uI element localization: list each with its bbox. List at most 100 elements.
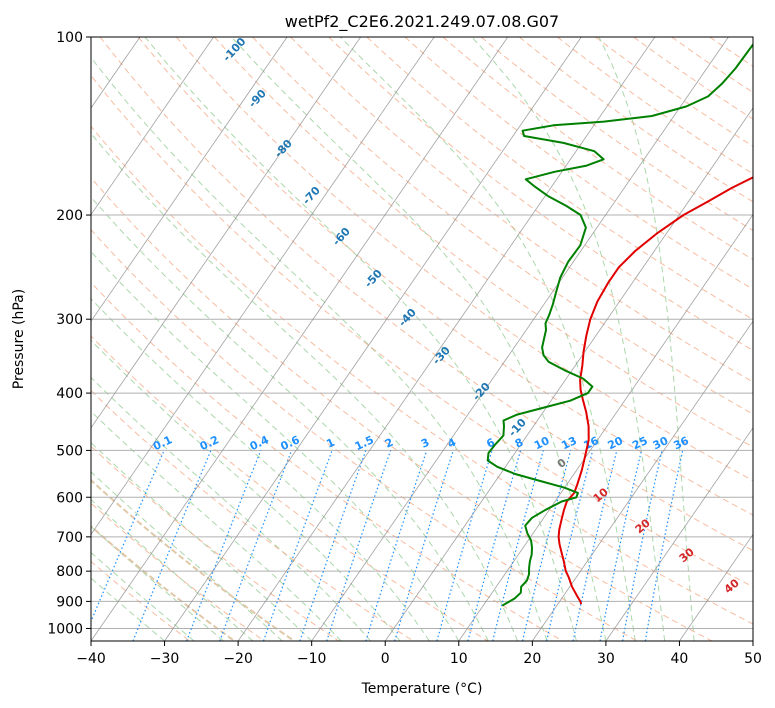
isotherm-line [91, 37, 361, 429]
mixing-ratio-line [436, 450, 493, 641]
isotherm-line [384, 107, 753, 641]
plot-frame [90, 36, 754, 642]
dry-adiabat-line [91, 74, 753, 588]
dry-adiabat-line [137, 37, 753, 516]
mixing-ratio-line [622, 450, 663, 641]
dry-adiabat-line [91, 502, 265, 641]
mixing-ratio-line [521, 450, 572, 641]
chart-title: wetPf2_C2E6.2021.249.07.08.G07 [285, 12, 559, 32]
dry-adiabat-line [91, 445, 340, 641]
moist-adiabat-line [91, 339, 401, 641]
moist-adiabat-line [144, 37, 577, 641]
mixing-ratio-label: 10 [532, 434, 552, 452]
y-tick-label: 100 [56, 30, 83, 46]
y-axis: 100 200 300 400 500 600 700 800 900 1000 [47, 30, 91, 637]
x-tick-label: −30 [150, 651, 180, 667]
isotherms [0, 37, 753, 641]
x-tick-label: 0 [381, 651, 390, 667]
plot-area: 0.1 0.2 0.4 0.6 1 1.5 2 3 4 6 8 10 13 16 20 25 30 36-100-… [0, 37, 753, 641]
mixing-ratio-label: 13 [559, 434, 578, 452]
isotherm-line [91, 37, 435, 536]
mixing-ratio-line [394, 450, 454, 641]
dry-adiabat-line [518, 37, 753, 203]
dry-adiabat-line [91, 229, 638, 641]
moist-adiabat-line [598, 37, 695, 641]
dry-adiabat-line [91, 560, 191, 641]
isotherm-line [679, 533, 753, 641]
dry-adiabat-line [91, 125, 753, 625]
temperature-profile-line [557, 176, 753, 605]
dry-adiabat-label: -80 [272, 137, 295, 161]
x-tick-label: 10 [450, 651, 468, 667]
moist-adiabat-line [91, 471, 283, 641]
isotherm-line [0, 37, 66, 641]
mixing-ratio-line [467, 450, 522, 641]
mixing-ratio-line [365, 450, 428, 641]
dry-adiabat-label: -30 [430, 344, 453, 368]
mixing-ratio-label: 16 [582, 434, 602, 452]
x-axis-title: Temperature (°C) [361, 681, 483, 697]
mixing-ratio-label: 30 [651, 434, 671, 452]
dry-adiabat-line [91, 177, 713, 641]
isotherm-line [91, 37, 509, 641]
mixing-ratio-label: 36 [672, 434, 692, 452]
moist-adiabat-line [91, 196, 489, 641]
moist-adiabat-line [339, 37, 636, 641]
dry-adiabat-label: -10 [506, 416, 529, 440]
dry-adiabat-line [404, 37, 753, 290]
x-tick-label: 50 [744, 651, 762, 667]
moist-adiabat-line [91, 376, 371, 641]
x-tick-label: −40 [76, 651, 106, 667]
moist-adiabat-label: 30 [677, 545, 697, 565]
mixing-ratio-line [91, 450, 165, 623]
isotherm-line [752, 640, 753, 641]
isotherm-line [532, 320, 753, 641]
y-tick-label: 800 [56, 564, 83, 580]
mixing-ratio-label: 3 [419, 436, 431, 451]
y-tick-label: 300 [56, 312, 83, 328]
x-tick-label: 30 [597, 651, 615, 667]
mixing-ratio-line [326, 450, 392, 641]
moist-adiabat-line [91, 577, 165, 641]
isotherm-line [91, 37, 288, 322]
pressure-gridlines [91, 37, 753, 629]
y-tick-label: 600 [56, 490, 83, 506]
mixing-ratio-line [492, 450, 544, 641]
dry-adiabat-line [595, 37, 753, 147]
mixing-ratio-label: 25 [630, 434, 649, 452]
dry-adiabat-line [91, 335, 489, 641]
isotherm-line [164, 37, 582, 641]
mixing-ratio-lines [91, 450, 684, 641]
x-axis: −40 −30 −20 −10 0 10 20 30 40 50 [76, 641, 762, 667]
dry-adiabat-line [480, 37, 753, 232]
dry-adiabat-line [99, 37, 753, 552]
x-tick-label: −20 [223, 651, 253, 667]
dry-adiabat-line [91, 389, 414, 641]
dry-adiabat-label: -40 [396, 306, 419, 330]
y-tick-label: 900 [56, 594, 83, 610]
dry-adiabat-line [91, 281, 563, 641]
moist-adiabat-line [471, 37, 666, 641]
dry-adiabat-line [557, 37, 753, 175]
dry-adiabat-line [252, 37, 753, 415]
y-tick-label: 1000 [47, 621, 83, 637]
mixing-ratio-label: 2 [383, 436, 395, 451]
moist-adiabats [91, 37, 695, 641]
isotherm-line [311, 37, 729, 641]
dry-adiabat-line [442, 37, 753, 261]
moist-adiabat-line [91, 297, 430, 641]
mixing-ratio-line [186, 450, 262, 641]
dry-adiabat-label: -90 [246, 87, 269, 111]
moist-adiabat-line [91, 525, 224, 641]
mixing-ratio-line [262, 450, 333, 641]
x-tick-label: −10 [297, 651, 327, 667]
mixing-ratio-line [546, 450, 594, 641]
moist-adiabat-line [91, 410, 342, 641]
y-axis-title: Pressure (hPa) [11, 289, 27, 389]
adiabat-labels: 0.1 0.2 0.4 0.6 1 1.5 2 3 4 6 8 10 13 16 20 25 30 36-100-… [151, 37, 742, 596]
mixing-ratio-label: 1 [324, 436, 336, 451]
profile-series [486, 42, 753, 607]
y-tick-label: 400 [56, 386, 83, 402]
reference-curve [91, 524, 235, 641]
